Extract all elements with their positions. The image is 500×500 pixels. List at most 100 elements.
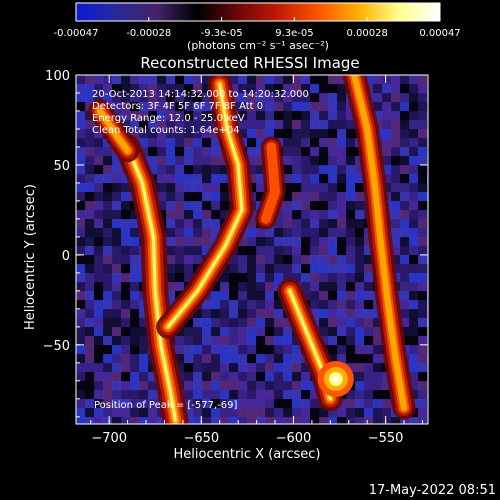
heatmap-cell — [337, 183, 347, 193]
heatmap-cell — [301, 183, 311, 193]
heatmap-cell — [130, 300, 140, 310]
heatmap-cell — [274, 264, 284, 274]
heatmap-cell — [220, 174, 230, 184]
heatmap-cell — [220, 210, 230, 220]
heatmap-cell — [139, 84, 149, 94]
heatmap-cell — [319, 219, 329, 229]
heatmap-cell — [409, 273, 419, 283]
heatmap-cell — [103, 201, 113, 211]
heatmap-cell — [139, 111, 149, 121]
heatmap-cell — [409, 228, 419, 238]
heatmap-cell — [121, 219, 131, 229]
heatmap-cell — [166, 282, 176, 292]
heatmap-cell — [229, 255, 239, 265]
heatmap-cell — [184, 327, 194, 337]
heatmap-cell — [85, 147, 95, 157]
emission-ridge — [351, 75, 408, 411]
heatmap-cell — [130, 246, 140, 256]
heatmap-cell — [238, 354, 248, 364]
heatmap-cell — [130, 102, 140, 112]
heatmap-cell — [346, 219, 356, 229]
heatmap-cell — [130, 399, 140, 409]
heatmap-cell — [292, 111, 302, 121]
heatmap-cell — [247, 237, 257, 247]
heatmap-cell — [418, 246, 428, 256]
heatmap-cell — [166, 174, 176, 184]
heatmap-cell — [202, 327, 212, 337]
heatmap-cell — [103, 246, 113, 256]
heatmap-cell — [121, 336, 131, 346]
heatmap-cell — [283, 354, 293, 364]
heatmap-cell — [310, 174, 320, 184]
heatmap-cell — [121, 183, 131, 193]
heatmap-cell — [157, 120, 167, 130]
heatmap-cell — [337, 273, 347, 283]
heatmap-cell — [139, 390, 149, 400]
heatmap-cell — [184, 138, 194, 148]
heatmap-cell — [112, 192, 122, 202]
heatmap-cell — [184, 93, 194, 103]
heatmap-cell — [301, 102, 311, 112]
heatmap-cell — [265, 372, 275, 382]
heatmap-cell — [400, 156, 410, 166]
heatmap-cell — [265, 120, 275, 130]
heatmap-cell — [76, 210, 86, 220]
heatmap-cell — [166, 75, 176, 85]
heatmap-cell — [301, 84, 311, 94]
heatmap-cell — [202, 399, 212, 409]
heatmap-cell — [238, 363, 248, 373]
heatmap-cell — [229, 345, 239, 355]
heatmap-cell — [85, 138, 95, 148]
heatmap-cell — [184, 156, 194, 166]
heatmap-cell — [310, 417, 320, 424]
heatmap-cell — [409, 174, 419, 184]
heatmap-cell — [346, 138, 356, 148]
heatmap-cell — [112, 264, 122, 274]
heatmap-cell — [409, 201, 419, 211]
heatmap-cell — [130, 345, 140, 355]
heatmap-cell — [238, 255, 248, 265]
heatmap-cell — [238, 93, 248, 103]
heatmap-cell — [256, 336, 266, 346]
heatmap-cell — [418, 75, 428, 85]
heatmap-cell — [400, 93, 410, 103]
heatmap-cell — [382, 390, 392, 400]
heatmap-cell — [76, 363, 86, 373]
heatmap-cell — [292, 120, 302, 130]
heatmap-cell — [409, 192, 419, 202]
heatmap-cell — [103, 363, 113, 373]
heatmap-cell — [373, 354, 383, 364]
heatmap-cell — [229, 363, 239, 373]
heatmap-cell — [256, 111, 266, 121]
heatmap-cell — [409, 345, 419, 355]
heatmap-cell — [220, 399, 230, 409]
heatmap-cell — [283, 273, 293, 283]
heatmap-cell — [274, 417, 284, 424]
heatmap-cell — [256, 75, 266, 85]
heatmap-cell — [193, 156, 203, 166]
heatmap-cell — [328, 228, 338, 238]
heatmap-cell — [310, 201, 320, 211]
heatmap-cell — [121, 390, 131, 400]
heatmap-cell — [301, 210, 311, 220]
heatmap-cell — [301, 228, 311, 238]
heatmap-cell — [382, 93, 392, 103]
heatmap-cell — [103, 381, 113, 391]
heatmap-cell — [103, 372, 113, 382]
heatmap-cell — [355, 291, 365, 301]
heatmap-cell — [400, 111, 410, 121]
heatmap-cell — [148, 372, 158, 382]
heatmap-cell — [274, 354, 284, 364]
colorbar-tick-label: -0.00047 — [54, 28, 99, 39]
heatmap-cell — [202, 183, 212, 193]
heatmap-cell — [220, 417, 230, 424]
heatmap-cell — [292, 399, 302, 409]
heatmap-cell — [193, 219, 203, 229]
annotation-block: 20-Oct-2013 14:14:32.000 to 14:20:32.000… — [92, 89, 309, 136]
heatmap-cell — [310, 138, 320, 148]
heatmap-cell — [103, 219, 113, 229]
heatmap-cell — [247, 417, 257, 424]
heatmap-cell — [229, 84, 239, 94]
heatmap-cell — [364, 75, 374, 85]
heatmap-cell — [373, 390, 383, 400]
